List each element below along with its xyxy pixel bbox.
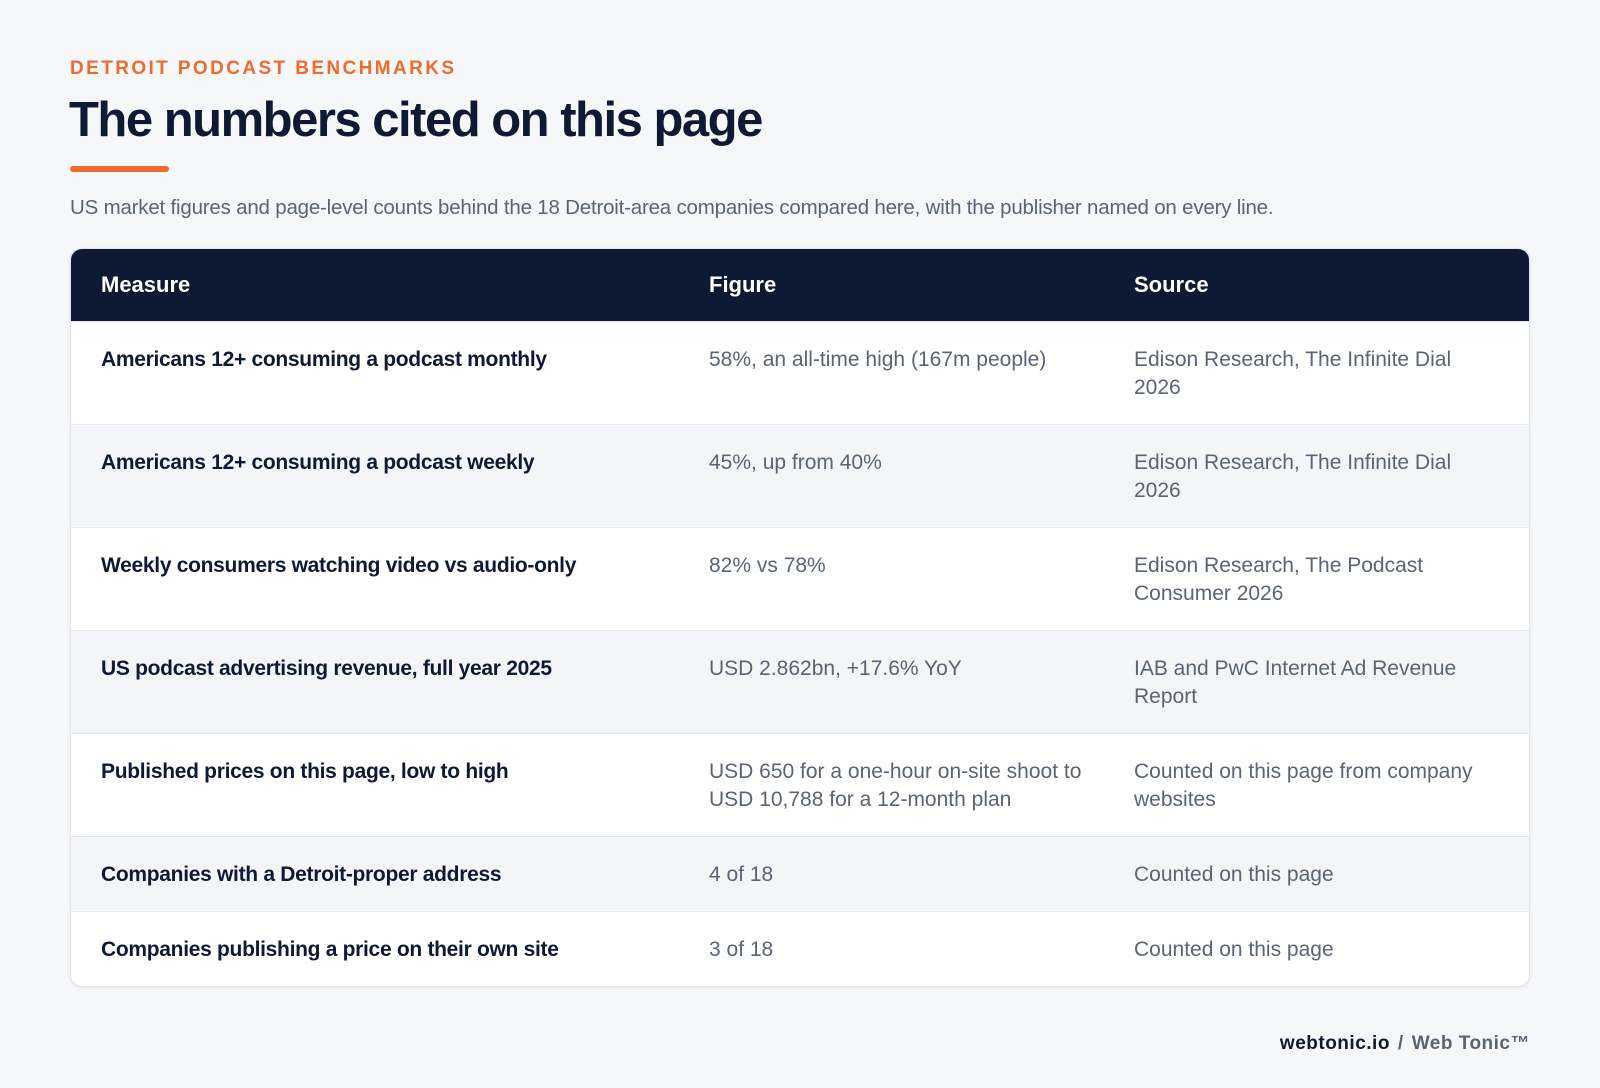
table-row: Weekly consumers watching video vs audio… xyxy=(71,527,1529,630)
measure-cell: Americans 12+ consuming a podcast monthl… xyxy=(101,348,547,371)
table-row: US podcast advertising revenue, full yea… xyxy=(71,630,1529,733)
figure-cell: 58%, an all-time high (167m people) xyxy=(709,348,1047,371)
table-row: Companies with a Detroit-proper address 4… xyxy=(71,836,1529,911)
source-cell: Edison Research, The Infinite Dial 2026 xyxy=(1134,451,1452,502)
footer-brand: Web Tonic™ xyxy=(1411,1033,1530,1054)
source-cell: Edison Research, The Podcast Consumer 20… xyxy=(1134,554,1424,605)
table-row: Americans 12+ consuming a podcast monthl… xyxy=(71,321,1529,424)
source-cell: Counted on this page xyxy=(1134,863,1334,886)
table: Measure Figure Source Americans 12+ consumi… xyxy=(70,248,1530,987)
measure-cell: Companies with a Detroit-proper address xyxy=(101,863,502,886)
title: The numbers cited on this page xyxy=(69,93,763,147)
figure-cell: 45%, up from 40% xyxy=(709,451,882,474)
eyebrow: DETROIT PODCAST BENCHMARKS xyxy=(70,58,457,79)
footer-separator: / xyxy=(1397,1033,1404,1054)
figure-cell: USD 2.862bn, +17.6% YoY xyxy=(709,657,962,680)
measure-cell: Companies publishing a price on their ow… xyxy=(101,938,559,961)
figure-cell: USD 650 for a one-hour on-site shoot to … xyxy=(709,760,1082,811)
figure-cell: 82% vs 78% xyxy=(709,554,826,577)
column-header: Source xyxy=(1134,272,1209,297)
subtitle: US market figures and page-level counts … xyxy=(70,196,1274,219)
measure-cell: Published prices on this page, low to hi… xyxy=(101,760,509,783)
source-cell: Counted on this page from company websit… xyxy=(1134,760,1473,811)
table-row: Published prices on this page, low to hi… xyxy=(71,733,1529,836)
source-cell: Counted on this page xyxy=(1134,938,1334,961)
source-cell: IAB and PwC Internet Ad Revenue Report xyxy=(1134,657,1457,708)
table-row: Americans 12+ consuming a podcast weekly… xyxy=(71,424,1529,527)
figure-cell: 4 of 18 xyxy=(709,863,774,886)
source-cell: Edison Research, The Infinite Dial 2026 xyxy=(1134,348,1452,399)
measure-cell: Weekly consumers watching video vs audio… xyxy=(101,554,577,577)
footer: webtonic.io / Web Tonic™ xyxy=(1280,1033,1530,1055)
column-header: Measure xyxy=(101,272,191,297)
footer-domain: webtonic.io xyxy=(1279,1033,1390,1054)
figure-cell: 3 of 18 xyxy=(709,938,774,961)
accent-rule xyxy=(70,166,169,172)
table-header: Measure Figure Source xyxy=(71,249,1529,321)
table-row: Companies publishing a price on their ow… xyxy=(71,911,1529,986)
column-header: Figure xyxy=(709,272,777,297)
measure-cell: Americans 12+ consuming a podcast weekly xyxy=(101,451,535,474)
measure-cell: US podcast advertising revenue, full yea… xyxy=(101,657,552,680)
